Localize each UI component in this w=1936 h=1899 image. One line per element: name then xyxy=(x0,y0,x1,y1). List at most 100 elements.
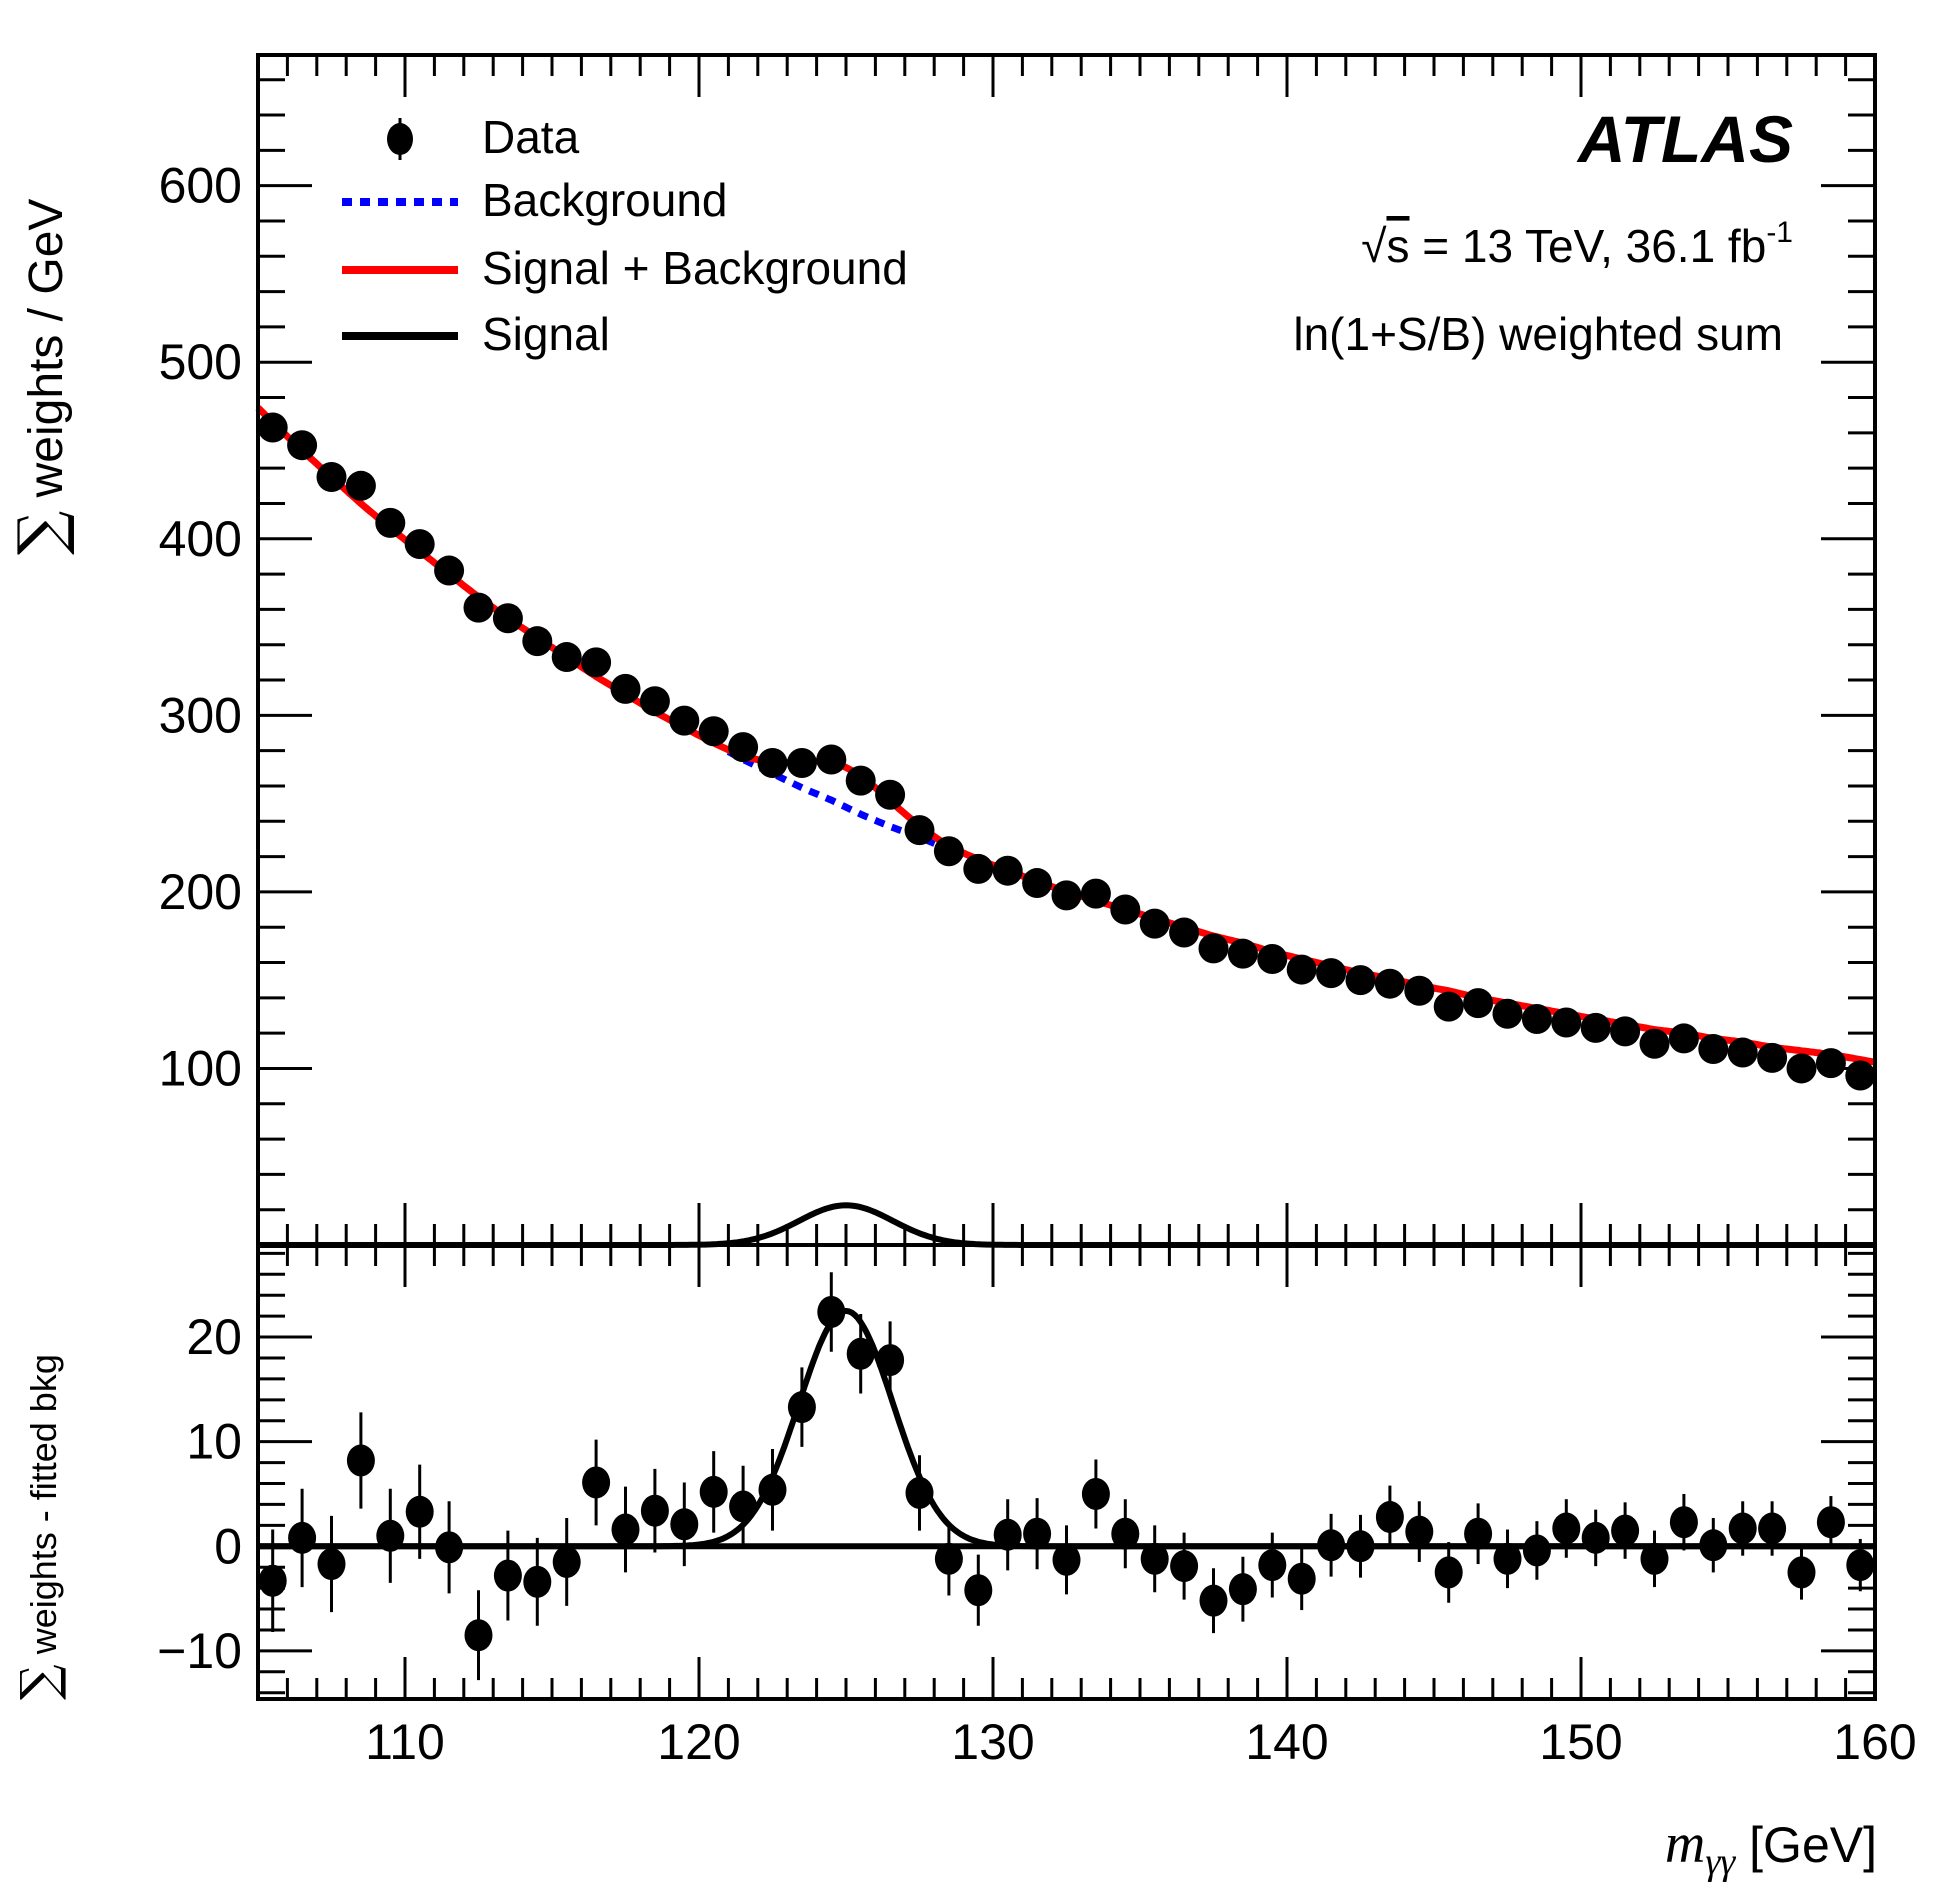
residual-data-point xyxy=(1023,1517,1052,1550)
data-point xyxy=(1080,878,1111,909)
legend-item-signal-plus-background: Signal + Background xyxy=(342,242,908,294)
legend-label-data: Data xyxy=(482,111,580,163)
data-point xyxy=(581,647,612,678)
data-point xyxy=(904,815,935,846)
residual-data-point xyxy=(1787,1556,1816,1589)
data-point xyxy=(786,747,817,778)
residual-axes xyxy=(256,1243,1877,1701)
residual-data-point xyxy=(964,1574,993,1607)
data-point xyxy=(992,855,1023,886)
main-y-tick-label: 500 xyxy=(159,334,242,390)
residual-data-point xyxy=(405,1495,434,1528)
data-point xyxy=(492,603,523,634)
residual-data-point xyxy=(1728,1512,1757,1545)
data-point xyxy=(1786,1053,1817,1084)
residual-data-point xyxy=(1199,1584,1228,1617)
residual-data-point xyxy=(1228,1573,1257,1606)
data-point xyxy=(728,732,759,763)
residual-data-point xyxy=(934,1542,963,1575)
data-point xyxy=(639,686,670,717)
residual-data-point xyxy=(1611,1514,1640,1547)
main-y-tick-label: 200 xyxy=(159,864,242,920)
x-axis-title-subscript: γγ xyxy=(1705,1841,1736,1883)
data-point xyxy=(845,765,876,796)
main-y-tick-label: 100 xyxy=(159,1040,242,1096)
data-point xyxy=(1404,975,1435,1006)
residual-data-point xyxy=(1522,1534,1551,1567)
signal-curve xyxy=(258,1202,1875,1248)
data-point xyxy=(1051,880,1082,911)
legend-data-marker xyxy=(387,123,413,155)
lumi-exponent: -1 xyxy=(1766,216,1793,249)
data-point xyxy=(1727,1037,1758,1068)
legend-label-signal: Signal xyxy=(482,308,610,360)
main-curves xyxy=(255,405,1876,1248)
residual-data-point xyxy=(758,1473,787,1506)
data-point xyxy=(1551,1007,1582,1038)
main-data-points xyxy=(257,412,1876,1091)
energy-text: = 13 TeV, 36.1 fb xyxy=(1409,220,1766,272)
data-point xyxy=(1022,868,1053,899)
residual-data-point xyxy=(640,1494,669,1527)
residual-data-point xyxy=(1405,1515,1434,1548)
residual-frame xyxy=(256,1243,1877,1701)
data-point xyxy=(463,592,494,623)
data-point xyxy=(1316,958,1347,989)
x-axis-title-unit: [GeV] xyxy=(1735,1817,1877,1873)
legend-item-signal: Signal xyxy=(342,308,610,360)
x-tick-label: 150 xyxy=(1539,1714,1622,1770)
residual-data-point xyxy=(1758,1512,1787,1545)
data-point xyxy=(816,744,847,775)
data-point xyxy=(610,673,641,704)
data-point xyxy=(1845,1060,1876,1091)
data-point xyxy=(757,747,788,778)
data-point xyxy=(1668,1023,1699,1054)
data-point xyxy=(1257,943,1288,974)
main-y-tick-label: 300 xyxy=(159,687,242,743)
data-point xyxy=(257,412,288,443)
data-point xyxy=(933,836,964,867)
residual-data-point xyxy=(1464,1517,1493,1550)
residual-data-point xyxy=(258,1564,287,1597)
data-point xyxy=(434,555,465,586)
data-point xyxy=(669,705,700,736)
residual-data-point xyxy=(993,1518,1022,1551)
signal-plus-background-curve xyxy=(255,405,1876,1066)
main-panel: 100 200 300 400 500 600 xyxy=(159,53,1877,1248)
residual-data-point xyxy=(582,1466,611,1499)
legend-label-signal-plus-background: Signal + Background xyxy=(482,242,908,294)
residual-data-point xyxy=(1640,1542,1669,1575)
sigma-symbol: ∑ xyxy=(10,1664,68,1700)
residual-data-point xyxy=(1052,1543,1081,1576)
x-tick-labels: 110 120 130 140 150 160 xyxy=(365,1714,1917,1770)
data-point xyxy=(404,529,435,560)
residual-data-point xyxy=(552,1545,581,1578)
residual-data-point xyxy=(670,1508,699,1541)
data-point xyxy=(1757,1042,1788,1073)
residual-data-point xyxy=(787,1391,816,1424)
main-y-axis-title-text: weights / GeV xyxy=(20,199,73,511)
sigma-symbol: ∑ xyxy=(4,511,77,555)
residual-data-point xyxy=(611,1513,640,1546)
data-point xyxy=(1610,1016,1641,1047)
data-point xyxy=(1463,988,1494,1019)
residual-y-axis-title: ∑ weights - fitted bkg xyxy=(10,1354,68,1700)
atlas-label: ATLAS xyxy=(1576,102,1793,176)
legend-item-background: Background xyxy=(342,174,728,226)
data-point xyxy=(1521,1004,1552,1035)
weighting-method-label: ln(1+S/B) weighted sum xyxy=(1293,308,1783,360)
main-y-axis-title: ∑ weights / GeV xyxy=(4,199,77,555)
data-point xyxy=(1492,998,1523,1029)
data-point xyxy=(1815,1048,1846,1079)
data-point xyxy=(316,461,347,492)
residual-data-point xyxy=(1170,1550,1199,1583)
data-point xyxy=(698,716,729,747)
residual-data-point xyxy=(1287,1562,1316,1595)
data-point xyxy=(1580,1012,1611,1043)
residual-data-point xyxy=(905,1476,934,1509)
residual-data-points xyxy=(258,1272,1875,1681)
data-point xyxy=(1139,908,1170,939)
residual-data-point xyxy=(1434,1556,1463,1589)
x-tick-label: 140 xyxy=(1245,1714,1328,1770)
data-point xyxy=(1433,991,1464,1022)
